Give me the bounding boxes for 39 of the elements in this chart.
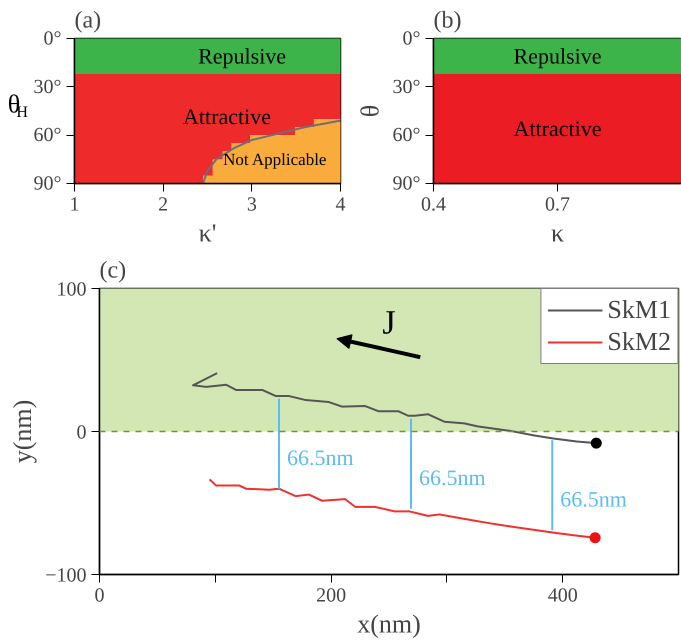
x-tick-label: 4 [336, 194, 346, 216]
x-axis-title: κ' [198, 218, 216, 248]
chart-title: (a) [74, 8, 102, 34]
y-tick-label: 0° [44, 28, 62, 50]
y-tick-label: 60° [392, 124, 420, 146]
x-tick-label: 0.7 [545, 194, 570, 216]
series-label: 66.5nm [560, 486, 627, 512]
chart-title: (b) [434, 8, 462, 34]
x-tick-label: 200 [316, 584, 346, 606]
y-tick-label: −100 [45, 564, 86, 586]
series-label: Repulsive [514, 44, 602, 69]
y-tick-label: 90° [34, 172, 62, 194]
x-tick-label: 400 [548, 584, 578, 606]
y-axis-title: y(nm) [8, 400, 38, 464]
series-label: 66.5nm [286, 445, 354, 470]
y-tick-label: 0 [76, 422, 86, 444]
series-label: Attractive [514, 116, 602, 142]
series-label: Attractive [183, 104, 271, 130]
y-axis-title: θ [356, 104, 384, 118]
chart-title: (c) [100, 258, 126, 284]
y-tick-label: 0° [402, 28, 420, 50]
x-axis-title: κ [550, 218, 564, 248]
y-tick-label: 60° [34, 124, 62, 146]
x-axis-title: x(nm) [357, 610, 421, 638]
x-tick-label: 0.4 [421, 194, 446, 216]
series-label: Repulsive [198, 44, 286, 69]
y-tick-label: 100 [56, 278, 86, 300]
series-label: Not Applicable [223, 150, 326, 169]
y-tick-label: 30° [392, 76, 420, 98]
y-tick-label: 30° [34, 76, 62, 98]
annotation: J [382, 304, 396, 342]
y-tick-label: 90° [392, 172, 420, 194]
legend-label: SkM1 [607, 295, 671, 325]
x-tick-label: 0 [94, 584, 104, 606]
series-label: 66.5nm [419, 465, 486, 490]
legend-label: SkM2 [607, 327, 671, 357]
x-tick-label: 1 [70, 194, 80, 216]
x-tick-label: 3 [246, 194, 257, 216]
x-tick-label: 2 [158, 194, 168, 216]
